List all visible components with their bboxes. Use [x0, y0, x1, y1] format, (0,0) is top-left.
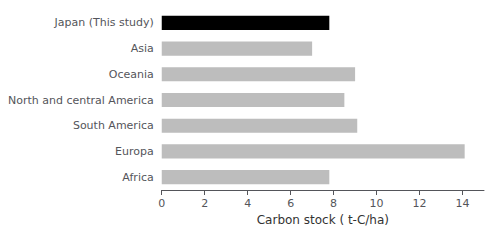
svg-text:6: 6	[287, 197, 294, 210]
svg-text:14: 14	[456, 197, 470, 210]
svg-text:Carbon stock ( t-C/ha): Carbon stock ( t-C/ha)	[257, 213, 389, 227]
svg-text:12: 12	[413, 197, 427, 210]
svg-text:Europa: Europa	[115, 145, 154, 158]
svg-text:Japan (This study): Japan (This study)	[53, 16, 153, 29]
svg-text:2: 2	[201, 197, 208, 210]
svg-text:10: 10	[370, 197, 384, 210]
svg-text:Oceania: Oceania	[109, 68, 154, 81]
svg-text:Asia: Asia	[131, 42, 154, 55]
svg-text:North and central America: North and central America	[8, 94, 154, 107]
svg-text:8: 8	[330, 197, 337, 210]
svg-text:4: 4	[244, 197, 251, 210]
svg-text:Africa: Africa	[122, 171, 153, 184]
svg-text:0: 0	[158, 197, 165, 210]
svg-text:South America: South America	[73, 119, 154, 132]
